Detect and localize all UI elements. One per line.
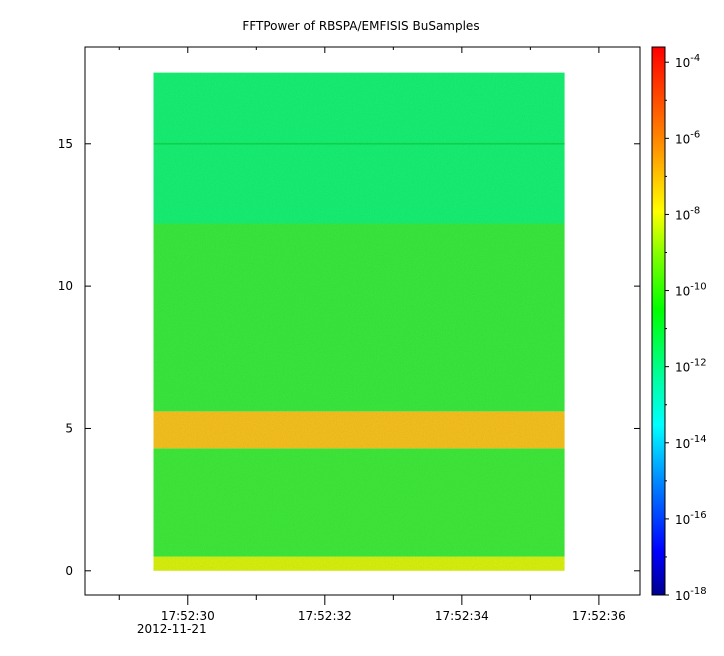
y-axis: 0 5 10 15: [58, 137, 640, 578]
y-tick-label: 5: [65, 421, 73, 435]
chart-title: FFTPower of RBSPA/EMFISIS BuSamples: [242, 19, 479, 33]
spectrogram-band: [153, 142, 565, 145]
x-tick-label: 17:52:36: [572, 609, 626, 623]
colorbar-tick-label: 10-4: [675, 53, 700, 70]
spectrogram-heatmap: [153, 72, 565, 571]
spectrogram-band: [153, 223, 565, 412]
colorbar-tick-label: 10-10: [675, 282, 707, 299]
y-tick-label: 15: [58, 137, 73, 151]
colorbar-tick-label: 10-12: [675, 358, 707, 375]
colorbar-axis: 10-4 10-6 10-8 10-10 10-12 10-14 10-16 10-18: [665, 53, 707, 603]
y-tick-label: 0: [65, 564, 73, 578]
spectrogram-band: [153, 411, 565, 449]
x-tick-label: 17:52:32: [298, 609, 352, 623]
colorbar-tick-label: 10-14: [675, 434, 707, 451]
y-tick-label: 10: [58, 279, 73, 293]
spectrogram-band: [153, 556, 565, 571]
x-tick-label: 17:52:34: [435, 609, 489, 623]
colorbar-tick-label: 10-8: [675, 205, 700, 222]
colorbar-tick-label: 10-16: [675, 510, 707, 527]
colorbar-tick-label: 10-18: [675, 586, 707, 603]
colorbar-tick-label: 10-6: [675, 129, 700, 146]
spectrogram-band: [153, 448, 565, 557]
x-tick-date-label: 2012-11-21: [137, 622, 207, 636]
x-tick-label: 17:52:30: [161, 609, 215, 623]
colorbar: [651, 46, 666, 596]
spectrogram-band: [153, 72, 565, 224]
